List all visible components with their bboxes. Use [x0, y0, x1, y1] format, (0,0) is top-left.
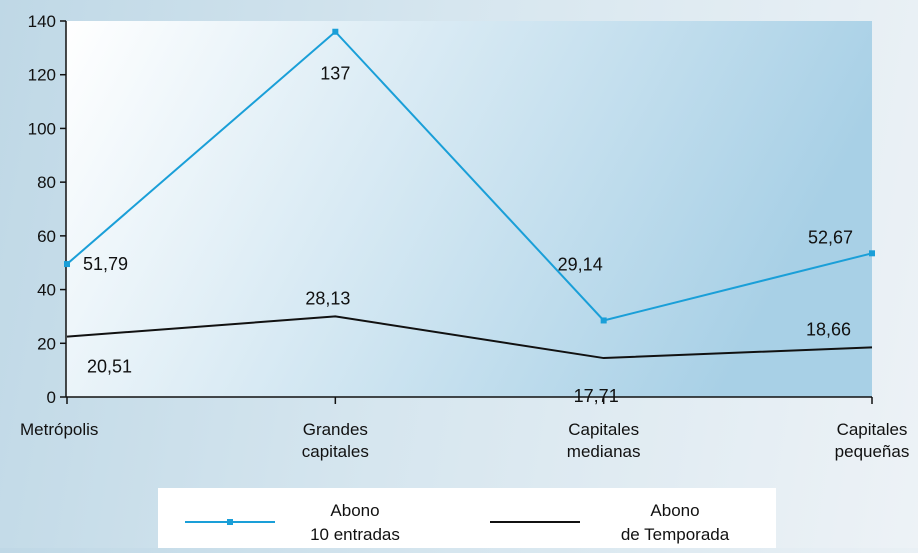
x-tick-label: Grandes capitales	[302, 420, 369, 461]
series-1-point	[600, 317, 607, 324]
data-label: 52,67	[808, 227, 853, 247]
x-tick-label: Capitales pequeñas	[835, 420, 910, 461]
series-1-point	[64, 261, 70, 268]
legend-box	[158, 488, 776, 548]
data-label: 17,71	[574, 386, 619, 406]
series-line-2	[66, 315, 873, 360]
plot-area	[66, 21, 872, 397]
y-tick-label: 80	[37, 173, 56, 192]
y-tick-label: 120	[28, 66, 56, 85]
data-label: 18,66	[806, 319, 851, 339]
series-line-1	[66, 30, 873, 322]
y-tick-label: 60	[37, 227, 56, 246]
x-tick-label: Metrópolis	[20, 420, 98, 439]
series-1-point	[332, 28, 339, 35]
data-label: 29,14	[558, 254, 603, 274]
x-tick-label: Capitales medianas	[567, 420, 641, 461]
y-tick-label: 20	[37, 334, 56, 353]
legend-marker	[227, 519, 233, 525]
data-label: 28,13	[305, 288, 350, 308]
legend-label-1: Abono 10 entradas	[310, 501, 400, 544]
y-tick-label: 100	[28, 119, 56, 138]
data-label: 20,51	[87, 357, 132, 377]
y-tick-label: 40	[37, 281, 56, 300]
data-label: 137	[320, 64, 350, 84]
y-tick-label: 140	[28, 12, 56, 31]
data-label: 51,79	[83, 254, 128, 274]
y-tick-label: 0	[47, 388, 56, 407]
series-1-point	[869, 250, 875, 257]
legend-label-2: Abono de Temporada	[621, 501, 730, 544]
